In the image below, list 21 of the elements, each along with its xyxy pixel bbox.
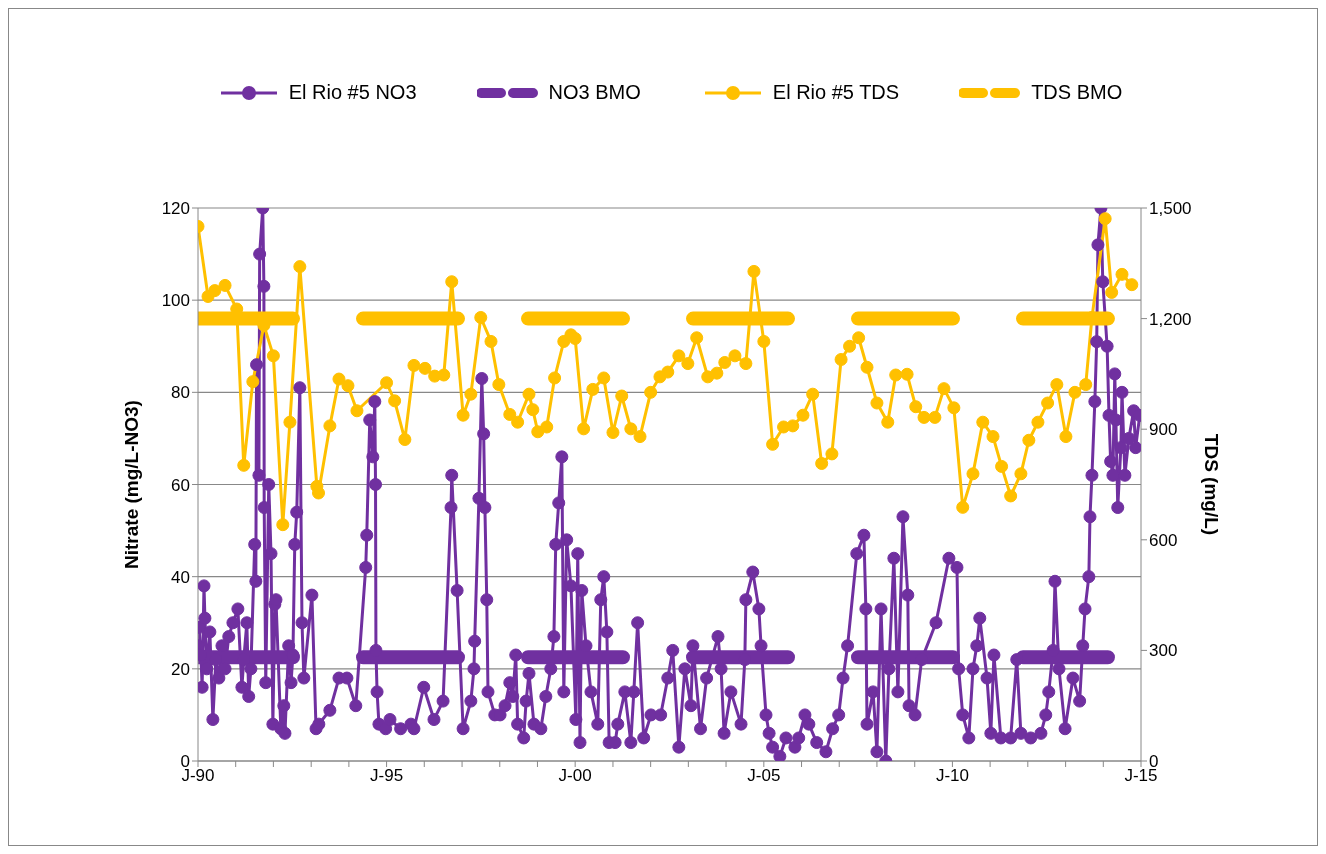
y-tick-label: 40 — [171, 567, 190, 587]
legend-label: El Rio #5 TDS — [772, 81, 900, 104]
y-tick-label: 60 — [171, 475, 190, 495]
y2-axis-title: TDS (mg/L) — [1201, 433, 1223, 536]
legend-label: TDS BMO — [1031, 81, 1123, 104]
y2-tick-label: 600 — [1149, 530, 1178, 550]
y2-tick-label: 300 — [1149, 641, 1178, 661]
y2-tick-label: 1,500 — [1149, 199, 1192, 219]
y2-tick-label: 1,200 — [1149, 309, 1192, 329]
y2-tick-label: 900 — [1149, 420, 1178, 440]
x-tick-label: J-10 — [935, 766, 969, 786]
y-axis-title: Nitrate (mg/L-NO3) — [120, 400, 142, 569]
y-tick-label: 120 — [161, 199, 190, 219]
x-tick-label: J-95 — [370, 766, 404, 786]
legend-label: El Rio #5 NO3 — [288, 81, 417, 104]
x-tick-label: J-05 — [747, 766, 781, 786]
y-tick-label: 100 — [161, 291, 190, 311]
y-tick-label: 20 — [171, 659, 190, 679]
legend-label: NO3 BMO — [548, 81, 641, 104]
x-tick-label: J-00 — [558, 766, 592, 786]
y-tick-label: 80 — [171, 383, 190, 403]
